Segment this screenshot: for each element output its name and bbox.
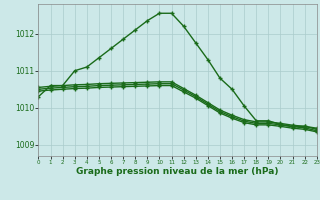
X-axis label: Graphe pression niveau de la mer (hPa): Graphe pression niveau de la mer (hPa) — [76, 167, 279, 176]
